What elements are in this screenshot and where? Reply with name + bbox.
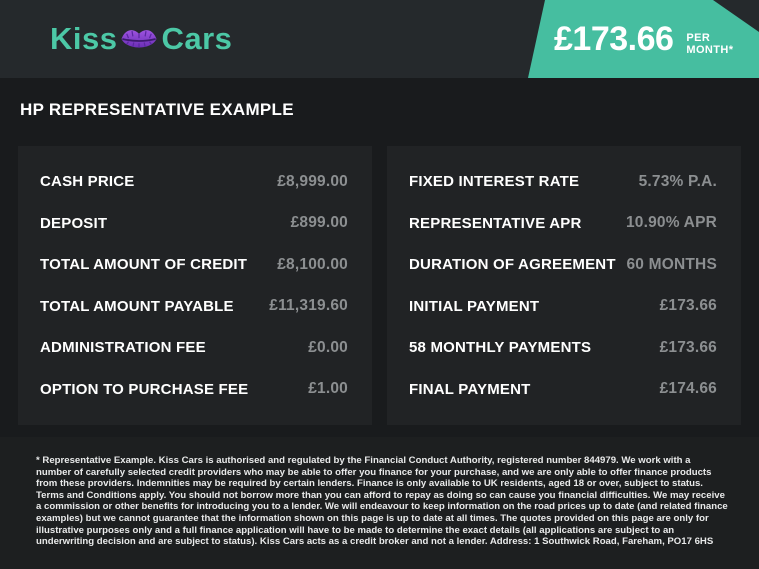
page-title: HP REPRESENTATIVE EXAMPLE bbox=[20, 100, 294, 119]
table-row: FIXED INTEREST RATE 5.73% P.A. bbox=[409, 161, 717, 202]
row-label: ADMINISTRATION FEE bbox=[40, 339, 206, 357]
row-value: 10.90% APR bbox=[625, 214, 717, 232]
row-value: £899.00 bbox=[290, 214, 348, 232]
row-value: £1.00 bbox=[308, 380, 348, 398]
per-month-label: PER MONTH* bbox=[686, 32, 734, 56]
table-row: OPTION TO PURCHASE FEE £1.00 bbox=[40, 369, 348, 410]
row-value: 5.73% P.A. bbox=[638, 172, 717, 190]
logo-word-kiss: Kiss bbox=[50, 21, 118, 56]
row-label: 58 MONTHLY PAYMENTS bbox=[409, 339, 592, 357]
row-label: DURATION OF AGREEMENT bbox=[409, 256, 616, 274]
row-label: CASH PRICE bbox=[40, 173, 135, 190]
row-label: FINAL PAYMENT bbox=[409, 380, 531, 398]
row-value: £174.66 bbox=[659, 380, 717, 398]
header-bar: Kiss Cars £173.66 PER MONTH* bbox=[0, 0, 759, 78]
monthly-price-amount: £173.66 bbox=[554, 19, 674, 58]
disclaimer-footer: * Representative Example. Kiss Cars is a… bbox=[0, 437, 759, 569]
lips-icon bbox=[117, 22, 161, 56]
row-label: OPTION TO PURCHASE FEE bbox=[40, 380, 249, 398]
row-value: £8,100.00 bbox=[277, 255, 348, 273]
disclaimer-text: * Representative Example. Kiss Cars is a… bbox=[36, 455, 728, 548]
logo-word-cars: Cars bbox=[161, 21, 233, 56]
table-row: CASH PRICE £8,999.00 bbox=[40, 161, 348, 202]
table-row: FINAL PAYMENT £174.66 bbox=[409, 369, 717, 410]
table-row: REPRESENTATIVE APR 10.90% APR bbox=[409, 203, 717, 244]
kiss-cars-logo[interactable]: Kiss Cars bbox=[50, 0, 232, 78]
row-label: FIXED INTEREST RATE bbox=[409, 173, 580, 190]
row-value: £11,319.60 bbox=[269, 297, 348, 315]
row-label: REPRESENTATIVE APR bbox=[409, 214, 582, 232]
table-row: DURATION OF AGREEMENT 60 MONTHS bbox=[409, 244, 717, 285]
table-row: ADMINISTRATION FEE £0.00 bbox=[40, 327, 348, 368]
monthly-price-ribbon: £173.66 PER MONTH* bbox=[528, 0, 759, 78]
row-label: TOTAL AMOUNT PAYABLE bbox=[40, 297, 234, 315]
row-label: TOTAL AMOUNT OF CREDIT bbox=[40, 256, 248, 274]
table-row: TOTAL AMOUNT OF CREDIT £8,100.00 bbox=[40, 244, 348, 285]
table-row: 58 MONTHLY PAYMENTS £173.66 bbox=[409, 327, 717, 368]
finance-table-right: FIXED INTEREST RATE 5.73% P.A. REPRESENT… bbox=[387, 146, 741, 425]
row-label: DEPOSIT bbox=[40, 214, 108, 232]
row-value: £173.66 bbox=[659, 338, 717, 356]
row-value: £8,999.00 bbox=[277, 172, 348, 190]
table-row: INITIAL PAYMENT £173.66 bbox=[409, 286, 717, 327]
row-value: £0.00 bbox=[308, 338, 348, 356]
row-value: £173.66 bbox=[659, 297, 717, 315]
row-value: 60 MONTHS bbox=[626, 255, 717, 273]
row-label: INITIAL PAYMENT bbox=[409, 297, 540, 315]
table-row: TOTAL AMOUNT PAYABLE £11,319.60 bbox=[40, 286, 348, 327]
table-row: DEPOSIT £899.00 bbox=[40, 203, 348, 244]
finance-table-left: CASH PRICE £8,999.00 DEPOSIT £899.00 TOT… bbox=[18, 146, 372, 425]
